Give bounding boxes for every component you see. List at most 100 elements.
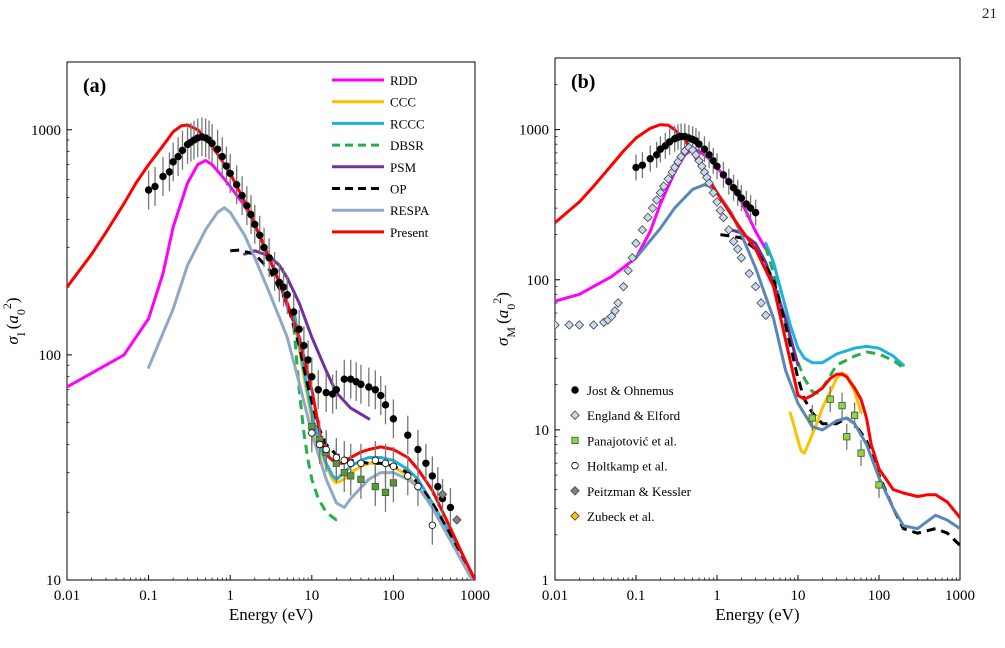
data-point-jost-ohnemus: [725, 177, 733, 186]
data-point-jost-ohnemus: [389, 415, 398, 423]
data-point-jost-ohnemus: [737, 194, 746, 202]
data-point-jost-ohnemus: [638, 161, 647, 169]
data-point-jost-ohnemus: [322, 388, 330, 397]
x-tick-label: 1000: [460, 588, 490, 604]
plot-frame: [554, 57, 961, 581]
legend: Jost & Ohnemus England & Elford Panajotovi…: [570, 383, 692, 524]
data-point-jost-ohnemus: [377, 391, 385, 400]
data-point-jost-ohnemus: [226, 169, 234, 178]
data-point-jost-ohnemus: [222, 162, 231, 170]
data-point-jost-ohnemus: [260, 243, 268, 252]
page-number: 21: [982, 6, 997, 22]
x-tick-label: 1: [713, 588, 721, 604]
data-point-jost-ohnemus: [340, 375, 348, 383]
data-point-jost-ohnemus: [719, 171, 728, 179]
data-point-panajotovi-et-al: [381, 488, 390, 496]
legend-label-panajotovi-et-al: Panajotović et al.: [587, 433, 677, 448]
series-line-present: [67, 123, 475, 580]
data-point-holtkamp-et-al: [357, 459, 365, 467]
y-axis-label: σM(a02): [490, 292, 518, 346]
data-point-jost-ohnemus: [174, 152, 182, 161]
legend-label-respa: RESPA: [390, 203, 430, 218]
x-tick-label: 10: [791, 588, 806, 604]
data-point-jost-ohnemus: [232, 181, 241, 189]
data-point-england-elford: [618, 281, 629, 292]
legend-marker-jost-ohnemus: [571, 386, 579, 394]
plot-frame: [66, 61, 476, 581]
data-point-england-elford: [718, 212, 729, 223]
data-point-jost-ohnemus: [632, 163, 640, 172]
series-group: [67, 123, 475, 580]
data-point-england-elford: [623, 265, 633, 276]
data-point-england-elford: [728, 236, 739, 247]
data-point-jost-ohnemus: [414, 445, 422, 454]
data-point-holtkamp-et-al: [308, 429, 316, 437]
panel-b: 0.01 0.1 1 10 100 1000 1 10 100 1000 Energy (eV) σM…: [490, 57, 975, 624]
data-point-england-elford: [663, 174, 673, 184]
data-point-england-elford: [708, 187, 719, 198]
data-point-holtkamp-et-al: [428, 521, 437, 529]
panel-a: 0.01 0.1 1 10 100 1000 10 100 1000 Energy (eV) σI(…: [0, 61, 490, 624]
series-line-rdd: [67, 159, 296, 389]
y-tick-label: 100: [527, 273, 550, 289]
series-line-dbsr: [292, 325, 341, 522]
data-point-england-elford: [564, 320, 575, 330]
data-point-jost-ohnemus: [434, 482, 442, 491]
data-point-england-elford: [744, 268, 754, 279]
markers-group: [144, 117, 462, 545]
data-point-holtkamp-et-al: [381, 459, 390, 467]
legend-marker-panajotovi-et-al: [571, 436, 579, 445]
markers-group: [555, 123, 883, 498]
data-point-england-elford: [750, 281, 761, 292]
x-tick-label: 0.01: [542, 588, 568, 604]
data-point-jost-ohnemus: [404, 431, 412, 439]
data-point-jost-ohnemus: [238, 191, 246, 200]
y-tick-label: 1: [542, 573, 550, 589]
x-tick-label: 1000: [945, 588, 975, 604]
data-point-holtkamp-et-al: [404, 472, 412, 480]
data-point-jost-ohnemus: [729, 184, 738, 192]
legend-marker-england-elford: [570, 410, 580, 420]
data-point-england-elford: [756, 298, 766, 308]
data-point-jost-ohnemus: [265, 254, 273, 262]
x-axis-label: Energy (eV): [229, 605, 313, 624]
legend-marker-holtkamp-et-al: [571, 461, 579, 470]
data-point-england-elford: [637, 225, 648, 235]
data-point-jost-ohnemus: [159, 172, 167, 181]
data-point-england-elford: [655, 187, 666, 198]
series-line-present: [555, 123, 960, 520]
data-point-jost-ohnemus: [705, 151, 713, 159]
data-point-panajotovi-et-al: [875, 481, 883, 489]
data-point-panajotovi-et-al: [851, 411, 859, 419]
data-point-peitzman-kessler: [437, 489, 448, 500]
data-point-jost-ohnemus: [251, 220, 259, 229]
x-axis-label: Energy (eV): [715, 605, 799, 624]
data-point-jost-ohnemus: [295, 325, 303, 333]
data-point-jost-ohnemus: [314, 386, 322, 394]
x-tick-label: 100: [382, 588, 405, 604]
data-point-jost-ohnemus: [365, 383, 373, 391]
data-point-jost-ohnemus: [275, 278, 284, 287]
x-tick-label: 1: [226, 588, 234, 604]
y-tick-label: 10: [46, 573, 61, 589]
legend-label-present: Present: [390, 225, 429, 240]
series-group: [555, 123, 960, 547]
y-tick-label: 10: [534, 423, 549, 439]
data-point-holtkamp-et-al: [340, 456, 348, 465]
y-tick-label: 100: [39, 348, 62, 364]
legend-label-op: OP: [390, 182, 407, 197]
legend-label-zubeck-et-al: Zubeck et al.: [587, 509, 655, 524]
data-point-england-elford: [647, 203, 658, 213]
data-point-england-elford: [676, 151, 686, 162]
data-point-panajotovi-et-al: [843, 433, 851, 441]
x-tick-label: 10: [304, 588, 319, 604]
data-point-jost-ohnemus: [308, 372, 316, 381]
data-point-holtkamp-et-al: [322, 445, 330, 454]
data-point-jost-ohnemus: [300, 341, 308, 350]
data-point-peitzman-kessler: [452, 515, 462, 525]
data-point-panajotovi-et-al: [838, 402, 846, 410]
data-point-jost-ohnemus: [332, 386, 341, 394]
data-point-jost-ohnemus: [151, 182, 159, 191]
data-point-england-elford: [732, 244, 743, 254]
legend-label-rdd: RDD: [390, 73, 417, 88]
